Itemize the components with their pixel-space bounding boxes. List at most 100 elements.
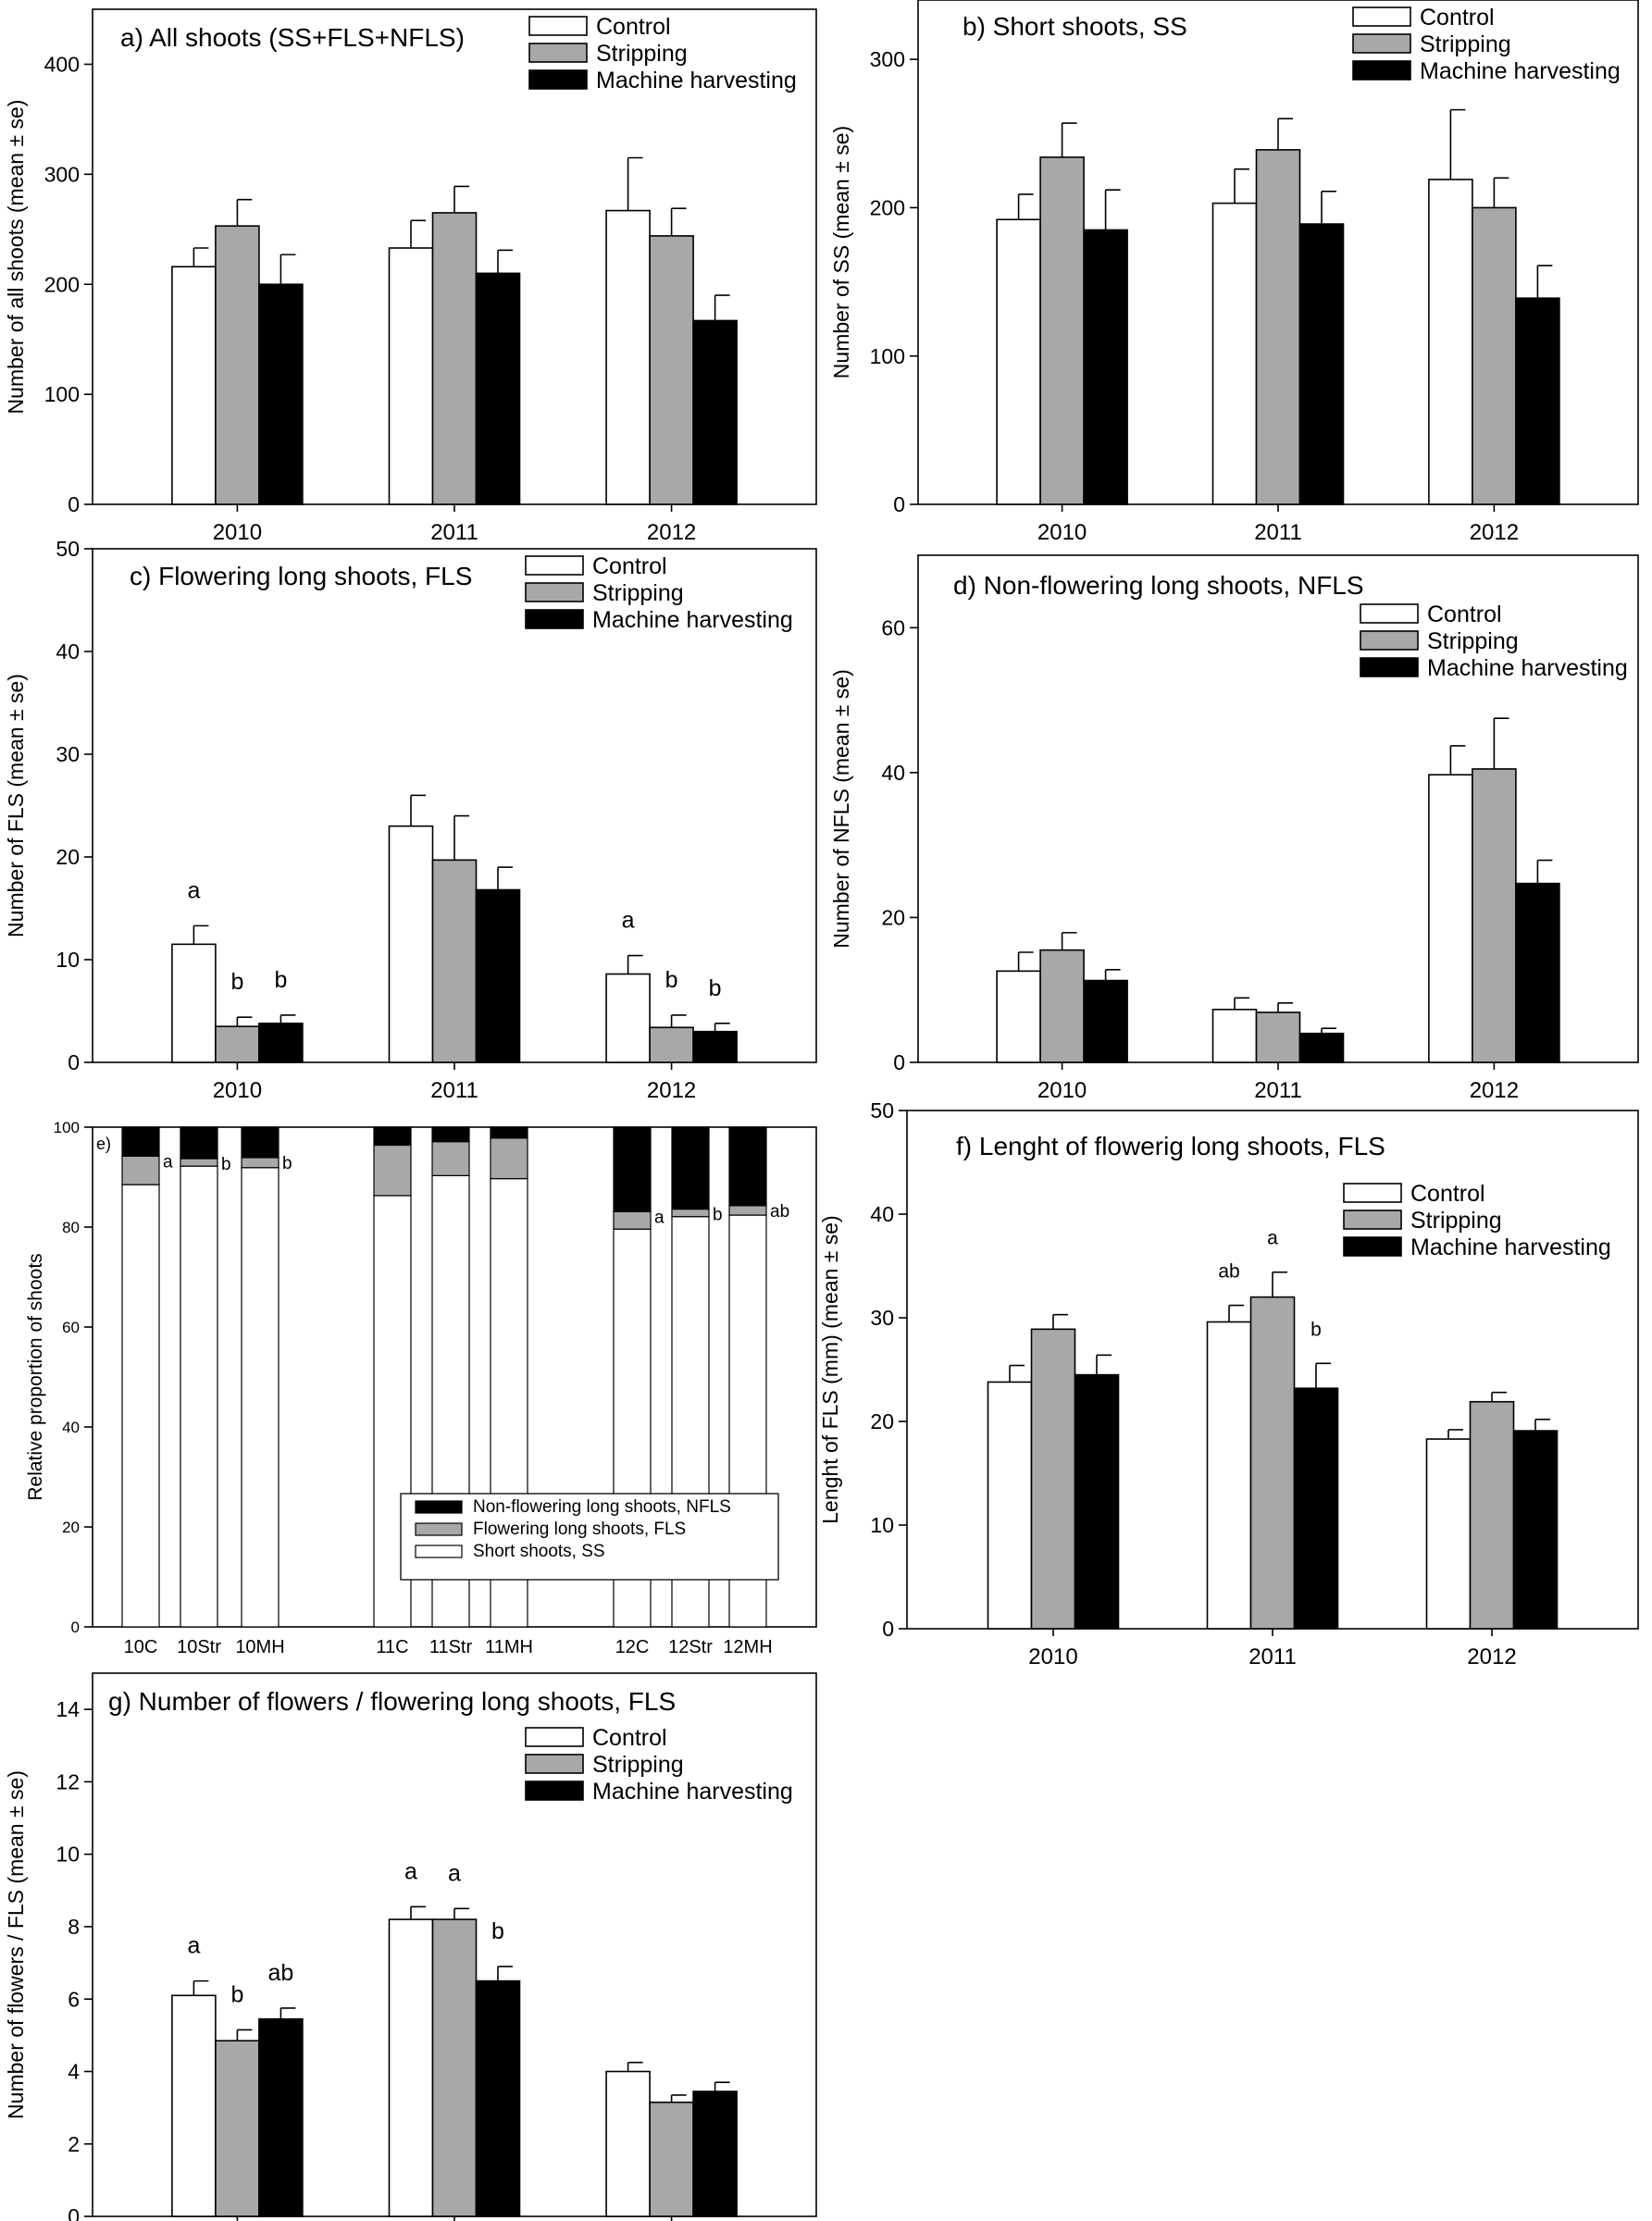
significance-letter: ab [770,1202,789,1222]
bar-d-2010-1 [1039,949,1085,1063]
bar-g-2012-1 [649,2101,694,2217]
legend-label: Machine harvesting [1420,58,1621,84]
bar-d-2011-0 [1211,1009,1258,1063]
bar-f-2010-1 [1030,1328,1076,1630]
category-label: 2011 [1254,520,1302,545]
bar-a-2010-1 [215,225,260,505]
legend-swatch [525,1754,584,1774]
legend-swatch [1352,60,1411,81]
category-label: 11C [376,1637,408,1657]
bar-g-2012-2 [692,2091,738,2217]
legend-swatch [1360,657,1419,677]
panel-title: f) Lenght of flowerig long shoots, FLS [956,1132,1385,1160]
significance-letter: b [282,1154,292,1173]
significance-letter: ab [267,1960,293,1986]
bar-a-2012-0 [605,209,651,505]
category-label: 2010 [1037,1078,1087,1103]
category-label: 2012 [1467,1644,1516,1669]
legend-label: Short shoots, SS [473,1542,605,1561]
bar-f-2011-1 [1249,1296,1296,1630]
bar-g-2011-1 [431,1918,478,2217]
y-tick-label: 100 [870,344,905,368]
y-tick-label: 20 [56,845,80,869]
y-tick-label: 50 [870,1098,894,1123]
stacked-segment-10Str-1 [180,1158,218,1167]
category-label: 2011 [430,1078,478,1103]
category-label: 11Str [429,1637,473,1657]
bar-d-2012-1 [1472,768,1517,1063]
y-tick-label: 40 [881,761,905,785]
significance-letter: b [230,1981,243,2007]
bar-g-2010-2 [258,2017,304,2217]
y-tick-label: 100 [54,1119,80,1136]
significance-letter: a [163,1152,173,1172]
y-tick-label: 10 [56,1843,80,1867]
legend-label: Stripping [596,41,688,67]
y-tick-label: 0 [68,1050,80,1074]
stacked-segment-11Str-2 [431,1126,470,1143]
significance-letter: b [665,967,678,993]
bar-c-2010-1 [215,1025,260,1063]
category-label: 10C [124,1637,158,1657]
bar-f-2010-2 [1074,1373,1120,1630]
legend-label: Machine harvesting [592,1779,793,1805]
bar-b-2012-1 [1472,206,1517,505]
significance-letter: b [230,969,243,995]
stacked-segment-11C-1 [373,1144,412,1197]
y-tick-label: 40 [870,1202,894,1226]
bar-d-2010-0 [996,970,1041,1063]
y-axis-label: Number of NFLS (mean ± se) [829,669,853,949]
bar-c-2011-1 [431,859,478,1063]
significance-letter: a [187,877,200,903]
category-label: 2010 [213,520,262,545]
y-tick-label: 200 [870,195,905,219]
y-tick-label: 14 [56,1697,80,1721]
bar-f-2011-2 [1293,1387,1339,1630]
legend-swatch [1352,6,1411,27]
category-label: 2011 [430,520,478,545]
bar-b-2011-0 [1211,202,1258,505]
y-tick-label: 0 [882,1617,894,1641]
bar-a-2011-2 [475,272,521,505]
bar-b-2010-2 [1083,229,1128,505]
y-tick-label: 20 [62,1519,80,1536]
y-axis-label: Lenght of FLS (mm) (mean ± se) [818,1215,842,1523]
stacked-segment-11MH-2 [490,1126,528,1139]
y-tick-label: 10 [56,948,80,972]
category-label: 2012 [647,1078,696,1103]
category-label: 10MH [235,1637,284,1657]
stacked-segment-10C-2 [121,1126,160,1157]
panel-title: d) Non-flowering long shoots, NFLS [953,571,1364,600]
category-label: 2010 [1028,1644,1077,1669]
category-label: 2010 [1037,520,1087,545]
legend-label: Flowering long shoots, FLS [473,1520,686,1539]
significance-letter: a [1267,1228,1278,1249]
legend-label: Stripping [1420,31,1511,57]
significance-letter: a [404,1858,417,1884]
legend-swatch [1343,1183,1402,1203]
legend-swatch [415,1500,463,1514]
legend-swatch [528,43,588,63]
significance-letter: a [622,908,635,934]
significance-letter: b [1310,1319,1322,1340]
panel-title: e) [96,1135,111,1153]
bar-a-2010-0 [171,266,217,505]
bar-g-2011-2 [475,1979,521,2217]
category-label: 12Str [668,1637,713,1657]
stacked-segment-12MH-1 [728,1205,767,1216]
legend-swatch [415,1522,463,1536]
bar-d-2012-0 [1428,774,1473,1063]
y-tick-label: 10 [870,1513,894,1537]
legend-label: Stripping [1410,1208,1502,1234]
y-axis-label: Number of FLS (mean ± se) [4,674,28,937]
legend-swatch [528,69,588,90]
bar-g-2010-1 [215,2040,260,2217]
bar-c-2012-0 [605,973,651,1063]
significance-letter: b [491,1918,504,1944]
bar-f-2012-0 [1425,1438,1472,1630]
legend-label: Machine harvesting [1427,655,1628,681]
y-tick-label: 30 [56,742,80,766]
y-tick-label: 80 [62,1219,80,1236]
significance-letter: b [274,967,287,993]
